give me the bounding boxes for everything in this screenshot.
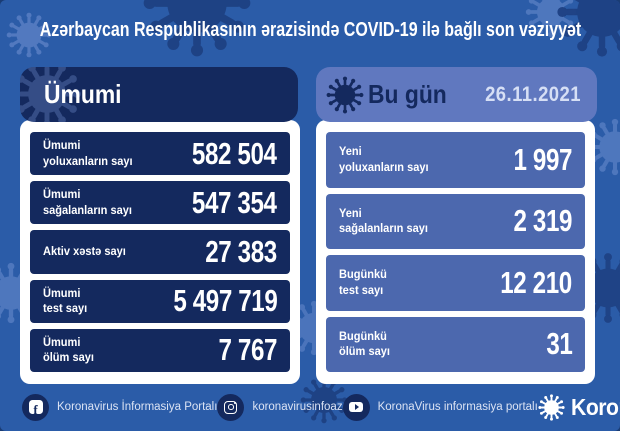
youtube-link[interactable]: KoronaVirus informasiya portalı [342, 393, 538, 421]
stat-label: Yeni yoluxanların sayı [339, 144, 429, 174]
stat-label: Ümumi yoluxanların sayı [43, 138, 133, 168]
page-title: Azərbaycan Respublikasının ərazisində CO… [39, 18, 581, 41]
instagram-link[interactable]: koronavirusinfoaz [217, 393, 343, 421]
today-panel: Yeni yoluxanların sayı 1 997 Yeni sağalanl… [316, 120, 595, 384]
instagram-label: koronavirusinfoaz [252, 401, 343, 413]
stat-label: Ümumi test sayı [43, 285, 88, 316]
table-row: Bugünkü test sayı 12 210 [326, 255, 585, 311]
virus-icon [326, 76, 364, 114]
facebook-link[interactable]: f Koronavirus İnformasiya Portalı [22, 393, 218, 421]
table-row: Aktiv xəstə sayı 27 383 [30, 230, 290, 274]
stat-value: 5 497 719 [172, 283, 277, 319]
instagram-icon [217, 393, 245, 421]
stat-label: Bugünkü test sayı [339, 267, 387, 297]
stat-value: 12 210 [500, 264, 572, 300]
left-panel-header: Ümumi [20, 67, 298, 122]
stat-value: 7 767 [218, 332, 277, 368]
virus-logo-icon [538, 394, 565, 421]
right-panel-title: Bu gün [368, 79, 447, 109]
stat-value: 582 504 [192, 135, 277, 171]
table-row: Ümumi ölüm sayı 7 767 [30, 328, 290, 373]
stat-label: Ümumi ölüm sayı [43, 334, 94, 365]
stat-label: Aktiv xəstə sayı [43, 244, 126, 259]
table-row: Bugünkü ölüm sayı 31 [326, 316, 585, 372]
youtube-icon [342, 393, 370, 421]
youtube-label: KoronaVirus informasiya portalı [377, 401, 538, 413]
table-row: Ümumi sağalanların sayı 547 354 [30, 181, 290, 225]
logo-text: KoronaVirus [570, 393, 620, 420]
stat-label: Ümumi sağalanların sayı [43, 187, 132, 217]
stat-label: Yeni sağalanların sayı [339, 205, 428, 236]
koronavirus-logo: KoronaVirus info [538, 393, 620, 421]
footer: f Koronavirus İnformasiya Portalı korona… [0, 389, 620, 431]
table-row: Ümumi yoluxanların sayı 582 504 [30, 132, 290, 176]
stat-label: Bugünkü ölüm sayı [339, 328, 390, 359]
left-panel-title: Ümumi [44, 79, 122, 109]
stat-value: 2 319 [513, 203, 572, 239]
table-row: Yeni yoluxanların sayı 1 997 [326, 132, 585, 188]
facebook-label: Koronavirus İnformasiya Portalı [57, 401, 218, 413]
table-row: Ümumi test sayı 5 497 719 [30, 279, 290, 323]
stat-value: 1 997 [513, 141, 572, 177]
right-panel-header: Bu gün 26.11.2021 [316, 67, 597, 122]
totals-panel: Ümumi yoluxanların sayı 582 504 Ümumi sağa… [20, 120, 300, 384]
stat-value: 547 354 [192, 184, 277, 220]
date-label: 26.11.2021 [485, 82, 581, 106]
table-row: Yeni sağalanların sayı 2 319 [326, 193, 585, 249]
stat-value: 31 [545, 326, 573, 362]
stat-value: 27 383 [205, 234, 277, 269]
facebook-icon: f [22, 393, 49, 421]
